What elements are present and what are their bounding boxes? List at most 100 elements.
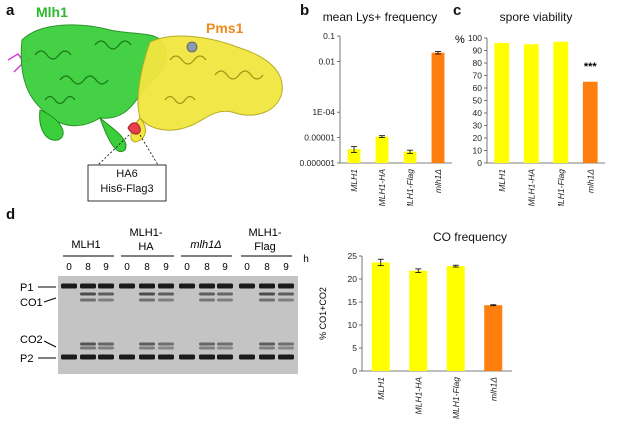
lane-label: 0 — [124, 262, 130, 273]
chart-c-spore-viability: 0 10 20 30 40 50 60 70 80 90 100 MLH1 MLH1-HA MLH1-Fl… — [455, 33, 605, 206]
gel-band — [217, 292, 233, 296]
gel-group-header-4-line2: Flag — [254, 241, 275, 253]
marker-co2 — [43, 340, 57, 348]
bar — [582, 81, 598, 163]
y-tick-label: 80 — [473, 58, 483, 68]
protein-structure-illustration — [7, 24, 283, 202]
y-tick-label: 10 — [473, 146, 483, 156]
callout-line1: HA6 — [116, 168, 138, 180]
gel-band — [239, 354, 255, 360]
gel-band — [98, 346, 114, 350]
y-tick-label: 0 — [352, 366, 357, 376]
gel-band — [278, 342, 294, 346]
significance-annotation: *** — [584, 61, 598, 73]
mlh1-helices — [34, 40, 132, 105]
gel-lane-labels: 0 8 9 0 8 9 0 8 9 0 8 9 h — [66, 254, 309, 273]
category-label: MLH1 — [349, 169, 359, 192]
category-label: MLH1-Flag — [451, 377, 461, 419]
category-label: mlh1Δ — [433, 169, 443, 193]
gel-band — [278, 298, 294, 302]
gel-group-header-2-line2: HA — [138, 241, 154, 253]
chart-d-co-frequency: 0 5 10 15 20 25 MLH1 MLH1-HA MLH1-Flag mlh1Δ % CO1… — [318, 251, 512, 419]
callout-line-left — [97, 134, 130, 166]
bar — [371, 262, 390, 371]
panel-label-d: d — [6, 206, 16, 223]
lane-label: 9 — [283, 262, 289, 273]
gel-band — [98, 292, 114, 296]
lane-label: 0 — [244, 262, 250, 273]
band-label-co1: CO1 — [20, 297, 43, 309]
y-tick-label: 0.00001 — [304, 133, 335, 143]
y-tick-label: 5 — [352, 343, 357, 353]
pms1-ribbon — [130, 35, 283, 143]
gel-band — [158, 342, 174, 346]
gel-band — [80, 342, 96, 346]
chart-b-title: mean Lys+ frequency — [322, 10, 438, 24]
gel-band — [179, 354, 195, 360]
gel-band — [139, 354, 155, 360]
y-tick-label: 25 — [348, 251, 358, 261]
panel-label-b: b — [300, 2, 310, 19]
y-axis-label: % — [455, 34, 465, 46]
gel-band — [278, 346, 294, 350]
callout-line-right — [139, 134, 159, 166]
gel-band — [278, 354, 294, 360]
gel-band — [61, 283, 77, 289]
panel-label-c: c — [453, 2, 462, 19]
chart-d-title: CO frequency — [432, 230, 508, 244]
category-label: mlh1Δ — [585, 169, 595, 193]
metal-sphere — [186, 41, 198, 53]
lane-label: 8 — [264, 262, 270, 273]
y-tick-label: 70 — [473, 71, 483, 81]
gel-band — [158, 346, 174, 350]
gel-band — [80, 298, 96, 302]
protein-label-mlh1: Mlh1 — [36, 4, 68, 20]
category-label: MLH1 — [376, 377, 386, 400]
lane-label: 9 — [163, 262, 169, 273]
category-label: MLH1-Flag — [556, 169, 566, 206]
y-axis-label: % CO1+CO2 — [318, 287, 328, 340]
bar — [553, 41, 569, 163]
gel-group-header-1: MLH1 — [71, 239, 100, 251]
pms1-helices — [164, 55, 264, 105]
band-label-co2: CO2 — [20, 334, 43, 346]
bar — [494, 43, 510, 163]
callout-line2: His6-Flag3 — [100, 183, 154, 195]
lane-label: 8 — [144, 262, 150, 273]
gel-band — [139, 283, 155, 289]
gel-band — [139, 298, 155, 302]
chart-b-lys-frequency: 0.1 0.01 1E-04 0.00001 0.000001 MLH1 MLH1-HA ML… — [300, 31, 452, 206]
bar — [403, 151, 417, 163]
gel-band — [217, 283, 233, 289]
y-tick-label: 10 — [348, 320, 358, 330]
y-tick-label: 15 — [348, 297, 358, 307]
panel-label-a: a — [6, 2, 15, 19]
marker-co1 — [43, 297, 57, 303]
y-tick-label: 0.000001 — [300, 158, 335, 168]
mlh1-ribbon — [20, 24, 167, 152]
gel-band — [217, 342, 233, 346]
gel-figure: MLH1 MLH1- HA mlh1Δ MLH1- Flag 0 8 9 0 8… — [20, 227, 309, 374]
gel-band — [119, 354, 135, 360]
bar — [523, 44, 539, 163]
gel-band — [199, 346, 215, 350]
bar — [431, 52, 445, 163]
gel-band — [80, 346, 96, 350]
y-tick-label: 20 — [473, 133, 483, 143]
gel-band — [259, 346, 275, 350]
lane-label: 8 — [204, 262, 210, 273]
tag-site — [127, 122, 141, 135]
gel-group-header-2-line1: MLH1- — [129, 227, 162, 239]
gel-band — [158, 298, 174, 302]
y-tick-label: 50 — [473, 96, 483, 106]
bar — [484, 305, 503, 371]
gel-band — [98, 354, 114, 360]
gel-band — [259, 354, 275, 360]
gel-band — [119, 283, 135, 289]
y-tick-label: 0.1 — [323, 31, 335, 41]
lane-label: 0 — [66, 262, 72, 273]
bar — [347, 149, 361, 163]
gel-band — [98, 342, 114, 346]
gel-bands — [61, 283, 294, 360]
category-label: MLH1-HA — [413, 377, 423, 415]
